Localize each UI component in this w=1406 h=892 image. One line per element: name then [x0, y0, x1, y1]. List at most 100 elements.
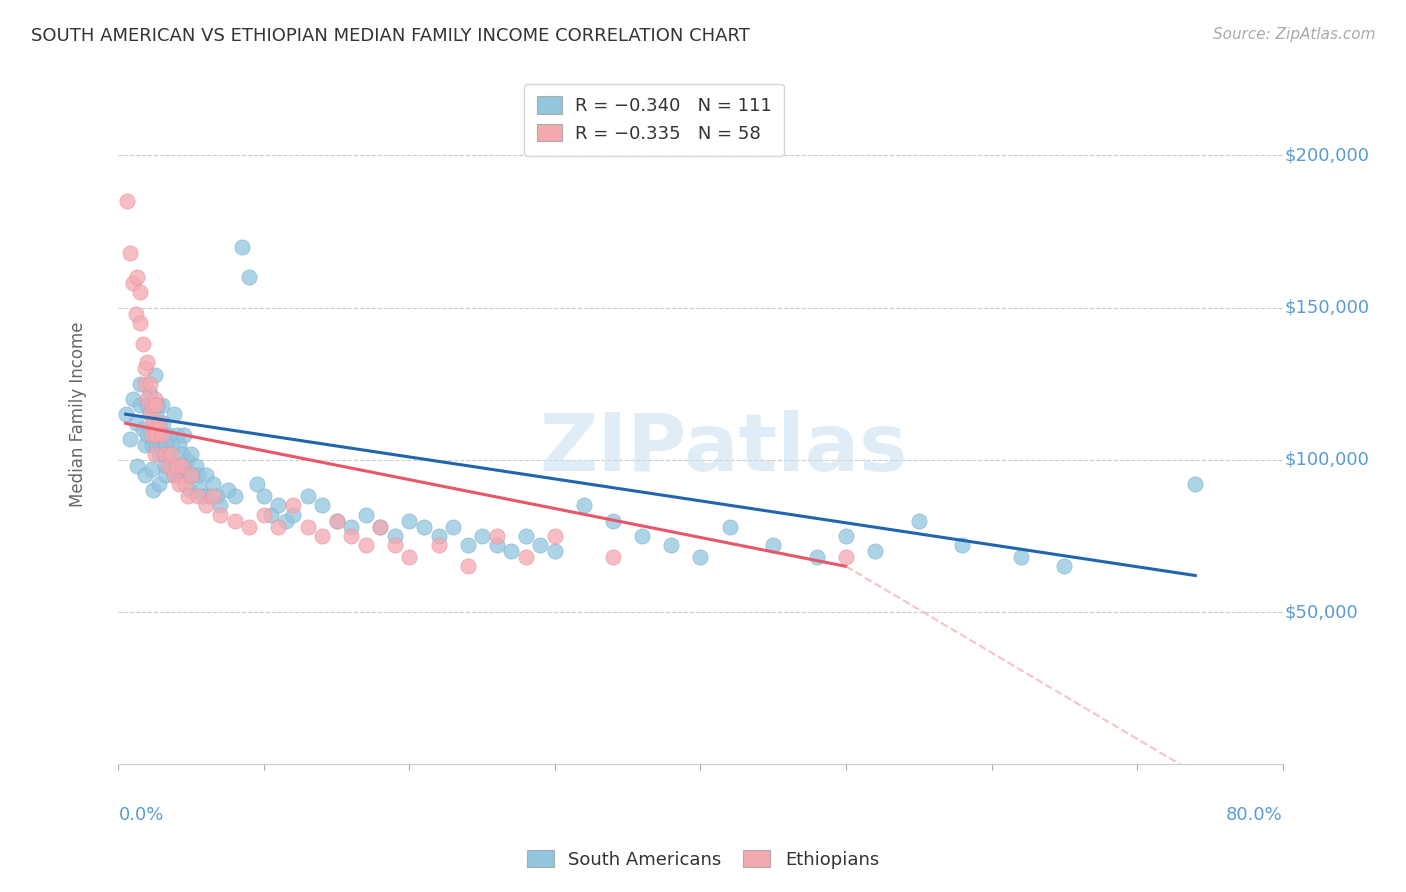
Point [835, 550, 858, 565]
Point [187, 468, 209, 483]
Point [136, 428, 159, 442]
Point [398, 550, 420, 565]
Point [238, 270, 260, 285]
Text: $100,000: $100,000 [1285, 450, 1369, 469]
Point [384, 538, 406, 552]
Point [191, 489, 214, 503]
Point [132, 337, 155, 351]
Point [1010, 550, 1032, 565]
Point [689, 550, 711, 565]
Point [529, 538, 551, 552]
Text: Source: ZipAtlas.com: Source: ZipAtlas.com [1212, 27, 1375, 42]
Point [172, 458, 194, 473]
Point [907, 514, 929, 528]
Point [160, 437, 183, 451]
Point [136, 355, 159, 369]
Text: $50,000: $50,000 [1285, 603, 1358, 621]
Point [165, 458, 187, 473]
Point [141, 437, 163, 451]
Text: SOUTH AMERICAN VS ETHIOPIAN MEDIAN FAMILY INCOME CORRELATION CHART: SOUTH AMERICAN VS ETHIOPIAN MEDIAN FAMIL… [31, 27, 749, 45]
Point [427, 538, 450, 552]
Point [238, 520, 260, 534]
Point [166, 428, 188, 442]
Point [145, 437, 167, 451]
Point [134, 468, 156, 483]
Point [143, 428, 166, 442]
Point [384, 529, 406, 543]
Point [311, 499, 333, 513]
Point [143, 392, 166, 406]
Text: 80.0%: 80.0% [1226, 806, 1282, 824]
Point [485, 529, 508, 543]
Point [863, 544, 886, 558]
Point [170, 458, 193, 473]
Point [311, 529, 333, 543]
Point [457, 538, 479, 552]
Point [146, 398, 169, 412]
Point [146, 428, 169, 442]
Point [281, 499, 304, 513]
Point [132, 422, 155, 436]
Point [602, 514, 624, 528]
Point [163, 468, 186, 483]
Point [148, 447, 170, 461]
Point [413, 520, 436, 534]
Point [139, 385, 162, 400]
Point [267, 499, 290, 513]
Point [952, 538, 974, 552]
Point [134, 437, 156, 451]
Point [150, 428, 173, 442]
Point [209, 499, 232, 513]
Point [806, 550, 828, 565]
Point [153, 458, 176, 473]
Point [134, 361, 156, 376]
Point [139, 376, 162, 391]
Point [197, 489, 219, 503]
Point [152, 447, 174, 461]
Point [187, 489, 209, 503]
Point [125, 417, 148, 431]
Point [207, 489, 229, 503]
Point [169, 437, 191, 451]
Point [166, 458, 188, 473]
Point [370, 520, 392, 534]
Point [209, 508, 232, 522]
Point [114, 407, 136, 421]
Point [163, 468, 186, 483]
Point [180, 468, 202, 483]
Text: $200,000: $200,000 [1285, 146, 1369, 164]
Point [177, 489, 200, 503]
Point [143, 447, 166, 461]
Point [260, 508, 283, 522]
Point [136, 392, 159, 406]
Point [297, 489, 319, 503]
Point [188, 483, 211, 498]
Point [173, 428, 195, 442]
Point [118, 432, 141, 446]
Point [127, 270, 149, 285]
Point [274, 514, 297, 528]
Point [153, 447, 176, 461]
Point [398, 514, 420, 528]
Point [134, 376, 156, 391]
Point [485, 538, 508, 552]
Point [501, 544, 523, 558]
Point [253, 508, 276, 522]
Point [762, 538, 785, 552]
Point [156, 458, 179, 473]
Point [157, 428, 180, 442]
Point [172, 447, 194, 461]
Point [143, 368, 166, 382]
Text: Median Family Income: Median Family Income [69, 321, 87, 507]
Point [224, 514, 246, 528]
Point [370, 520, 392, 534]
Point [441, 520, 464, 534]
Point [148, 417, 170, 431]
Point [166, 458, 188, 473]
Point [1184, 477, 1206, 491]
Point [149, 437, 172, 451]
Point [427, 529, 450, 543]
Point [217, 483, 239, 498]
Point [544, 544, 567, 558]
Point [183, 468, 205, 483]
